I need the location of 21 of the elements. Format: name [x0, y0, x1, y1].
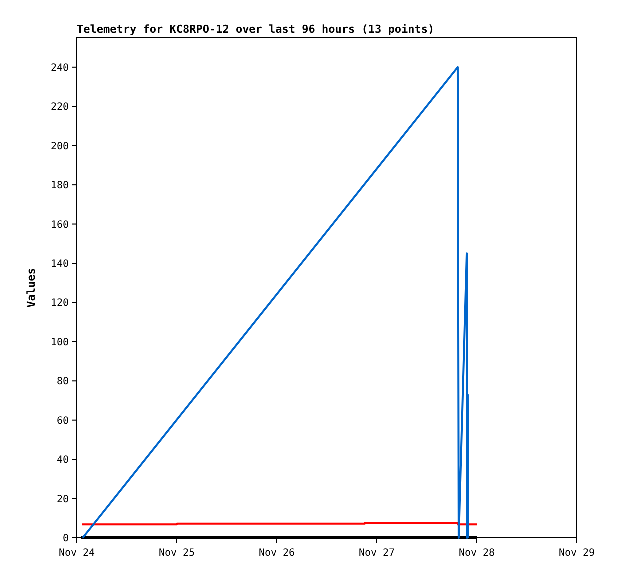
x-tick-label: Nov 26 [258, 548, 296, 559]
y-tick-label: 0 [62, 534, 69, 544]
y-tick-label: 20 [56, 494, 69, 506]
y-tick-label: 40 [56, 455, 69, 466]
x-tick-label: Nov 28 [458, 548, 496, 559]
y-tick-label: 120 [50, 298, 69, 310]
y-tick-label: 220 [50, 102, 69, 114]
chart-title: Telemetry for KC8RPO-12 over last 96 hours (13 points) [77, 23, 435, 36]
y-tick-label: 60 [56, 416, 69, 427]
y-tick-label: 100 [50, 337, 69, 348]
y-tick-label: 80 [56, 376, 69, 388]
y-axis-title: Values [25, 268, 38, 308]
y-tick-label: 240 [50, 62, 69, 74]
y-tick-label: 160 [50, 220, 69, 231]
x-tick-label: Nov 24 [58, 548, 96, 559]
y-tick-label: 180 [50, 180, 69, 192]
x-tick-label: Nov 29 [558, 548, 596, 559]
y-tick-label: 200 [50, 141, 69, 152]
x-tick-label: Nov 27 [358, 548, 396, 559]
x-tick-label: Nov 25 [158, 548, 196, 559]
y-tick-label: 140 [50, 258, 69, 270]
